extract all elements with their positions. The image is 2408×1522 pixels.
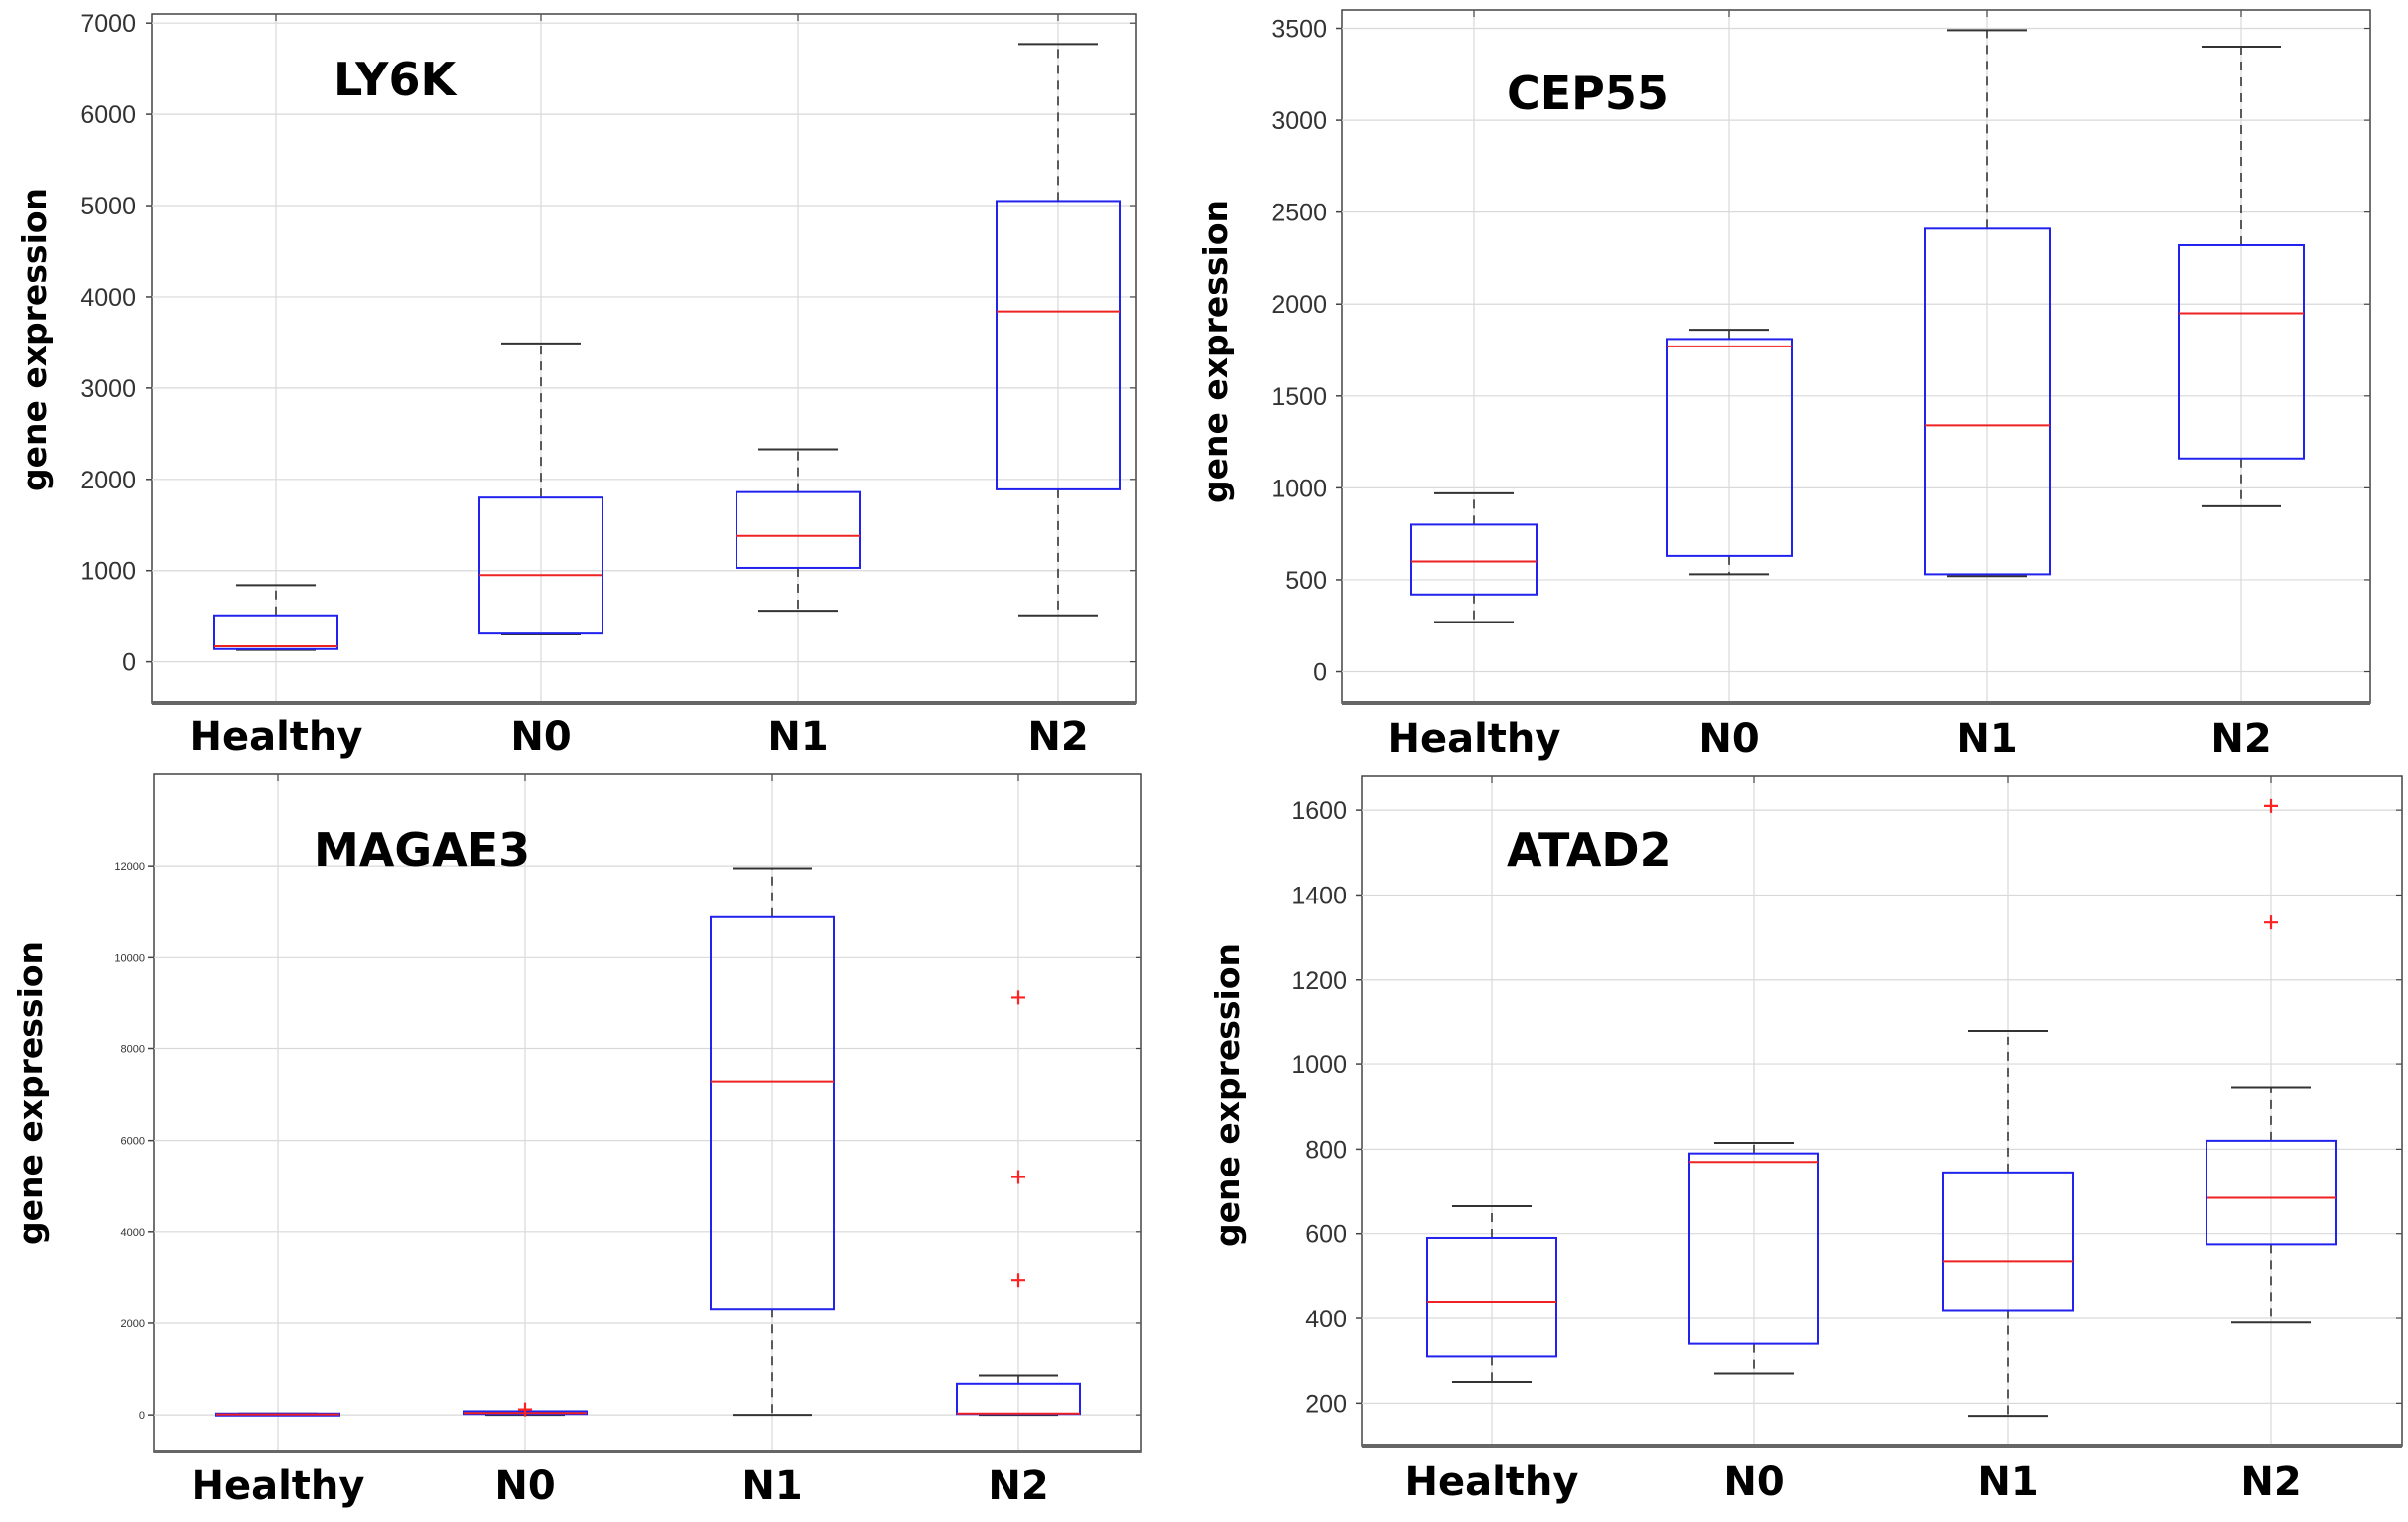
category-label: N1 xyxy=(1977,1459,2038,1505)
iqr-box xyxy=(2206,1139,2337,1246)
iqr-box xyxy=(2178,243,2305,460)
box-healthy xyxy=(215,1412,340,1417)
chart-panel-atad2: 200 400 600 800 1000 1200 1400 1600 Healthy N0 N1 N… xyxy=(1208,775,2403,1505)
box-n1 xyxy=(710,867,835,1417)
box-healthy xyxy=(1426,1204,1557,1384)
chart-title: CEP55 xyxy=(1507,67,1669,120)
y-tick-label: 2000 xyxy=(121,1318,145,1330)
y-tick-label: 1400 xyxy=(1291,882,1347,909)
chart-panel-cep55: 0 500 1000 1500 2000 2500 3000 3500 Healthy N0 N1 N… xyxy=(1196,9,2371,761)
iqr-box xyxy=(213,614,338,650)
y-tick-label: 2000 xyxy=(80,467,136,494)
y-tick-label: 1000 xyxy=(1291,1051,1347,1079)
y-tick-label: 200 xyxy=(1305,1390,1347,1418)
y-tick-label: 0 xyxy=(1313,659,1327,687)
chart-title: ATAD2 xyxy=(1507,823,1672,877)
iqr-box xyxy=(478,496,603,635)
iqr-box xyxy=(710,915,835,1311)
plot-frame xyxy=(1361,775,2403,1447)
category-label: N1 xyxy=(741,1463,802,1509)
y-tick-label: 7000 xyxy=(80,10,136,38)
y-tick-label: 3000 xyxy=(80,375,136,403)
box-n1 xyxy=(1942,1029,2074,1418)
iqr-box xyxy=(1688,1152,1819,1345)
box-n2 xyxy=(956,990,1081,1417)
category-label: N0 xyxy=(510,714,571,760)
outlier-marker xyxy=(1011,1170,1025,1184)
y-tick-label: 6000 xyxy=(121,1136,145,1148)
iqr-box xyxy=(736,490,861,569)
iqr-box xyxy=(996,200,1121,490)
iqr-box xyxy=(1426,1236,1557,1358)
outlier-marker xyxy=(2264,915,2278,930)
y-tick-label: 6000 xyxy=(80,101,136,129)
plot-frame xyxy=(151,13,1137,704)
category-label: N0 xyxy=(1723,1459,1784,1505)
y-tick-label: 1600 xyxy=(1291,797,1347,825)
category-label: Healthy xyxy=(1405,1459,1579,1505)
outlier-marker xyxy=(518,1402,532,1417)
y-tick-label: 8000 xyxy=(121,1043,145,1055)
box-n1 xyxy=(736,448,861,613)
box-healthy xyxy=(213,584,338,651)
category-label: Healthy xyxy=(190,714,363,760)
plot-frame xyxy=(1341,9,2371,704)
chart-panel-magae3: 0 2000 4000 6000 8000 10000 12000 Healthy N0 N1 N2… xyxy=(11,773,1142,1509)
y-tick-label: 4000 xyxy=(80,284,136,312)
y-tick-label: 10000 xyxy=(114,952,145,964)
box-n2 xyxy=(996,43,1121,617)
box-healthy xyxy=(1410,491,1538,623)
category-label: N2 xyxy=(2240,1459,2301,1505)
chart-title: MAGAE3 xyxy=(314,823,530,877)
y-tick-label: 1000 xyxy=(80,558,136,586)
iqr-box xyxy=(1942,1171,2074,1312)
y-tick-label: 5000 xyxy=(80,193,136,220)
outlier-marker xyxy=(2264,798,2278,813)
y-tick-label: 1000 xyxy=(1271,475,1327,502)
box-n2 xyxy=(2206,798,2337,1324)
y-axis-label: gene expression xyxy=(11,941,50,1245)
y-tick-label: 400 xyxy=(1305,1306,1347,1333)
category-label: Healthy xyxy=(1388,716,1561,761)
y-tick-label: 1200 xyxy=(1291,967,1347,995)
box-n0 xyxy=(463,1402,588,1417)
y-tick-label: 500 xyxy=(1285,567,1327,595)
category-label: N2 xyxy=(2210,716,2271,761)
y-tick-label: 0 xyxy=(139,1410,145,1422)
plot-frame xyxy=(153,773,1142,1453)
category-label: N2 xyxy=(1027,714,1088,760)
chart-panel-ly6k: 0 1000 2000 3000 4000 5000 6000 7000 Healthy N0 N1… xyxy=(15,10,1137,760)
chart-title: LY6K xyxy=(334,53,458,106)
category-label: N1 xyxy=(767,714,828,760)
y-tick-label: 0 xyxy=(122,649,136,677)
y-tick-label: 800 xyxy=(1305,1136,1347,1164)
category-label: N1 xyxy=(1956,716,2017,761)
y-tick-label: 1500 xyxy=(1271,383,1327,411)
y-tick-label: 12000 xyxy=(114,861,145,873)
box-n0 xyxy=(1666,329,1793,576)
box-n0 xyxy=(1688,1141,1819,1375)
category-label: N0 xyxy=(494,1463,555,1509)
y-tick-label: 3000 xyxy=(1271,107,1327,135)
category-label: N0 xyxy=(1698,716,1759,761)
y-tick-label: 4000 xyxy=(121,1227,145,1239)
y-tick-label: 2500 xyxy=(1271,200,1327,227)
category-label: N2 xyxy=(988,1463,1048,1509)
category-label: Healthy xyxy=(192,1463,365,1509)
iqr-box xyxy=(1666,338,1793,557)
box-n1 xyxy=(1924,29,2051,578)
y-tick-label: 3500 xyxy=(1271,16,1327,44)
box-n2 xyxy=(2178,46,2305,507)
y-tick-label: 2000 xyxy=(1271,291,1327,319)
y-axis-label: gene expression xyxy=(15,188,54,491)
outlier-marker xyxy=(1011,1273,1025,1288)
y-axis-label: gene expression xyxy=(1208,943,1247,1247)
iqr-box xyxy=(1410,523,1538,596)
y-axis-label: gene expression xyxy=(1196,200,1235,503)
iqr-box xyxy=(1924,227,2051,576)
y-tick-label: 600 xyxy=(1305,1221,1347,1249)
outlier-marker xyxy=(1011,990,1025,1005)
box-n0 xyxy=(478,342,603,636)
